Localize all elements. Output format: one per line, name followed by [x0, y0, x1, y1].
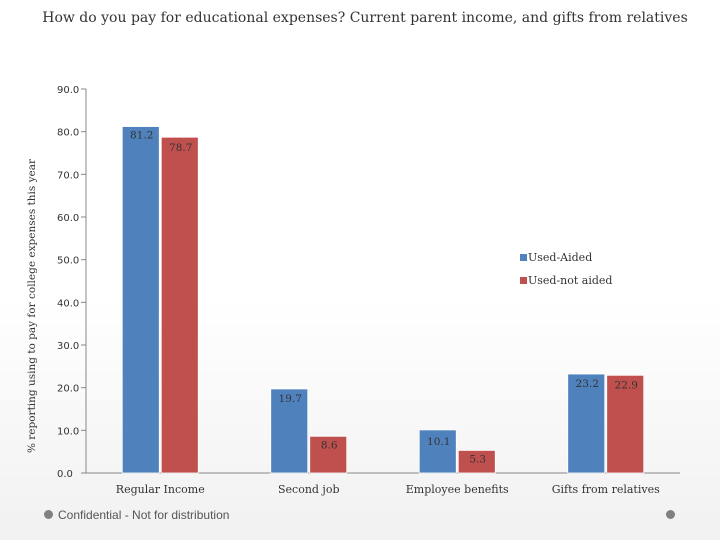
bar [418, 429, 457, 474]
y-axis-title-group: % reporting using to pay for college exp… [26, 158, 38, 453]
y-tick-label: 0.0 [57, 469, 73, 480]
bars [121, 126, 645, 474]
bar [309, 435, 348, 474]
x-category-label: Second job [278, 483, 340, 496]
data-label: 22.9 [615, 379, 638, 391]
data-label: 78.7 [169, 142, 192, 154]
y-tick-label: 60.0 [57, 213, 79, 224]
axes: 0.0 10.0 20.0 30.0 40.0 50.0 60.0 70.0 80.0 90.0 R… [57, 85, 680, 496]
bar [121, 126, 160, 474]
data-label: 10.1 [427, 436, 450, 448]
y-tick-label: 70.0 [57, 170, 79, 181]
y-tick-label: 50.0 [57, 256, 79, 267]
y-tick-label: 90.0 [57, 85, 79, 96]
data-label: 8.6 [321, 439, 338, 451]
y-tick-label: 20.0 [57, 384, 79, 395]
data-label: 19.7 [279, 393, 302, 405]
y-tick-label: 80.0 [57, 128, 79, 139]
bar [567, 373, 606, 474]
data-label: 5.3 [469, 453, 486, 465]
data-labels: 81.2 78.7 19.7 8.6 10.1 5.3 23.2 22.9 [130, 130, 638, 466]
bar [457, 449, 496, 474]
bar [270, 388, 309, 474]
bar [160, 136, 199, 474]
footer-left-dot [44, 510, 53, 519]
data-label: 23.2 [576, 378, 599, 390]
legend: Used-Aided Used-not aided [520, 251, 612, 287]
footer-right-dot [666, 510, 675, 519]
y-tick-label: 10.0 [57, 426, 79, 437]
bar [606, 374, 645, 474]
legend-swatch [520, 254, 527, 261]
legend-label: Used-not aided [528, 274, 612, 287]
legend-label: Used-Aided [528, 251, 592, 264]
y-axis-title: % reporting using to pay for college exp… [26, 158, 38, 453]
y-tick-label: 40.0 [57, 298, 79, 309]
legend-swatch [520, 277, 527, 284]
x-category-label: Regular Income [116, 483, 205, 496]
x-category-label: Employee benefits [406, 483, 509, 496]
footer-text: Confidential - Not for distribution [58, 508, 230, 522]
x-category-label: Gifts from relatives [552, 483, 660, 496]
data-label: 81.2 [130, 130, 153, 142]
y-tick-label: 30.0 [57, 341, 79, 352]
chart-title: How do you pay for educational expenses?… [42, 10, 688, 26]
